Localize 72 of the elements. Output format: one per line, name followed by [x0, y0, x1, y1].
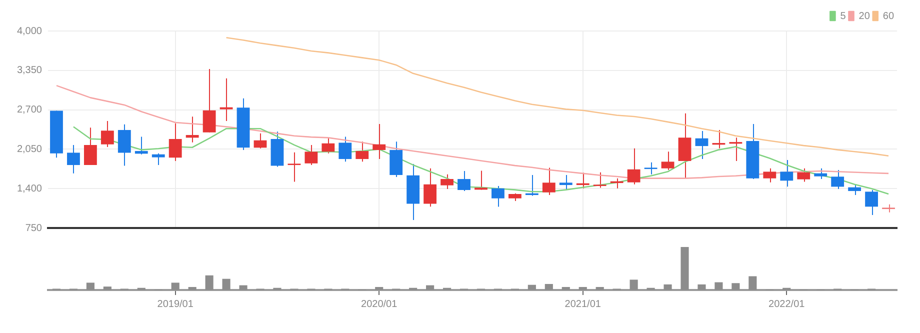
- y-tick-label: 750: [25, 222, 42, 234]
- bar: [578, 286, 587, 290]
- candlestick: [797, 168, 810, 182]
- candlestick: [288, 152, 301, 182]
- candlestick: [492, 185, 504, 208]
- candlestick: [356, 141, 369, 162]
- candlestick: [593, 172, 606, 188]
- bar: [630, 280, 638, 290]
- candlestick: [338, 136, 352, 162]
- x-tick-label: 2019/01: [157, 298, 194, 310]
- candlestick: [780, 160, 794, 188]
- bar: [596, 286, 604, 290]
- candlestick: [84, 127, 97, 166]
- candlestick: [424, 168, 437, 208]
- candlestick: [831, 170, 844, 190]
- candlestick: [661, 151, 674, 171]
- bar: [239, 285, 248, 290]
- candlestick: [220, 78, 233, 122]
- candlestick: [458, 170, 470, 192]
- bar: [188, 286, 196, 290]
- bar: [375, 286, 384, 290]
- x-tick-label: 2022/01: [768, 298, 806, 310]
- legend-label: 20: [858, 10, 870, 22]
- candlestick: [186, 116, 199, 143]
- candlestick: [322, 138, 335, 154]
- y-tick-label: 1,400: [16, 183, 42, 194]
- candlestick: [542, 167, 556, 196]
- bar: [528, 284, 536, 290]
- candlestick: [848, 184, 862, 196]
- candlestick: [67, 144, 80, 174]
- bar: [103, 286, 112, 290]
- bar: [222, 278, 230, 290]
- candlestick: [202, 68, 216, 133]
- candlestick: [763, 168, 776, 183]
- bar: [171, 282, 180, 290]
- legend-label: 5: [840, 10, 846, 22]
- candlestick: [814, 168, 828, 180]
- bar: [86, 282, 94, 290]
- candlestick: [695, 130, 708, 160]
- bar: [680, 247, 689, 290]
- candlestick: [304, 144, 318, 166]
- candlestick: [678, 112, 692, 179]
- bar: [544, 284, 553, 290]
- x-tick-label: 2020/01: [361, 298, 398, 310]
- y-tick-label: 2,050: [16, 144, 42, 155]
- candlestick: [627, 148, 640, 185]
- bar: [426, 285, 434, 290]
- candlestick: [152, 152, 165, 166]
- y-tick-label: 4,000: [16, 26, 42, 37]
- bar: [664, 284, 672, 290]
- legend-label: 60: [882, 10, 894, 22]
- candlestick: [372, 123, 386, 160]
- bar: [748, 276, 757, 290]
- candlestick: [168, 122, 182, 162]
- x-tick-label: 2021/01: [564, 298, 602, 310]
- bar: [562, 286, 570, 290]
- candlestick: [865, 189, 878, 216]
- bar: [732, 283, 740, 290]
- bar: [698, 284, 706, 290]
- candlestick: [440, 174, 454, 190]
- bar: [714, 282, 723, 290]
- candlestick: [134, 136, 148, 155]
- y-tick-label: 3,350: [16, 65, 42, 76]
- y-tick-label: 2,700: [16, 104, 42, 116]
- candlestick: [118, 124, 131, 166]
- candlestick: [254, 132, 267, 149]
- candlestick: [559, 174, 572, 190]
- bar: [205, 275, 214, 290]
- candlestick: [100, 120, 114, 148]
- candlestick: [644, 162, 658, 175]
- candlestick: [474, 170, 488, 190]
- candlestick: [729, 137, 742, 162]
